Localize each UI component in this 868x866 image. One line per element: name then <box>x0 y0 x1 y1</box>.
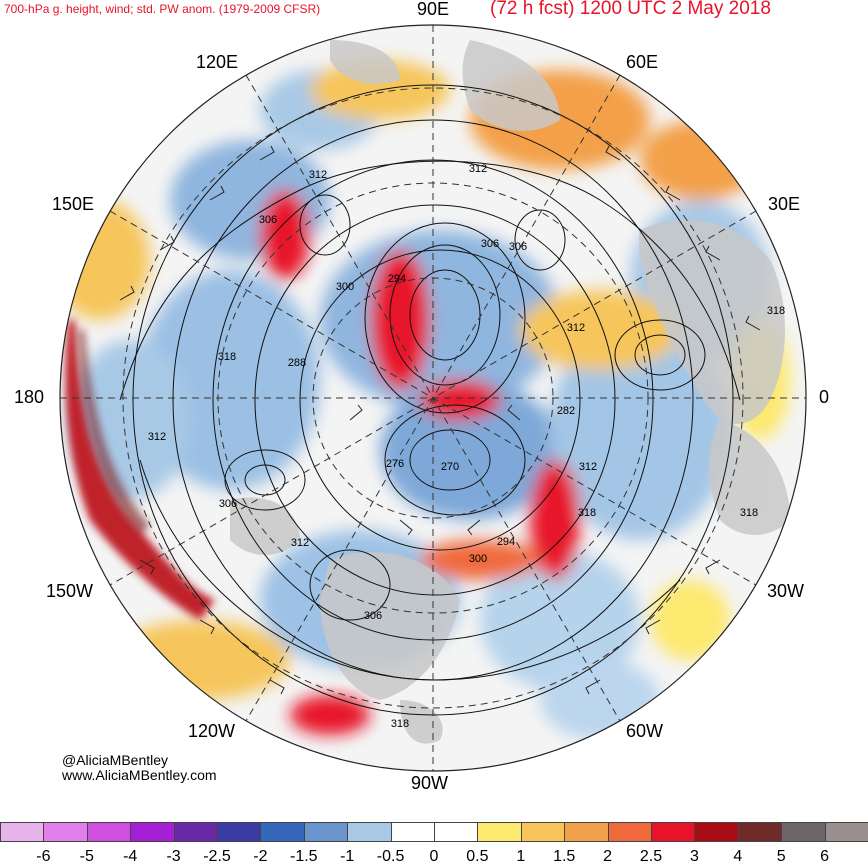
credit-handle: @AliciaMBentley <box>62 752 169 768</box>
lon-label-90e: 90E <box>417 0 450 19</box>
colorbar-swatch <box>0 822 45 842</box>
colorbar-label: -1.5 <box>290 848 318 865</box>
colorbar-label: 2 <box>603 848 613 865</box>
contour-label: 312 <box>291 537 309 549</box>
colorbar-label: 5 <box>776 848 786 865</box>
colorbar-label: 1.5 <box>553 848 576 865</box>
colorbar-swatch <box>564 822 609 842</box>
colorbar-swatch <box>217 822 262 842</box>
contour-label: 282 <box>557 405 575 417</box>
lon-label-120w: 120W <box>188 721 236 741</box>
colorbar-label: -1 <box>340 848 355 865</box>
map-border <box>59 24 807 772</box>
colorbar-swatch <box>173 822 218 842</box>
colorbar-label: 4 <box>733 848 743 865</box>
colorbar-label: -5 <box>79 848 94 865</box>
colorbar-swatch <box>434 822 479 842</box>
colorbar-label: 6 <box>820 848 830 865</box>
contour-label: 312 <box>579 461 597 473</box>
colorbar-swatch <box>477 822 522 842</box>
colorbar-swatch <box>86 822 132 842</box>
contour-label: 300 <box>336 281 354 293</box>
chart-title-right: (72 h fcst) 1200 UTC 2 May 2018 <box>490 0 771 19</box>
colorbar-swatch <box>520 822 566 842</box>
contour-label: 288 <box>288 357 306 369</box>
lon-label-60e: 60E <box>626 52 659 72</box>
colorbar-swatch <box>347 822 392 842</box>
colorbar-swatch <box>737 822 783 842</box>
colorbar-swatch <box>694 822 739 842</box>
contour-label: 276 <box>386 458 404 470</box>
colorbar <box>0 822 868 842</box>
colorbar-label: 0 <box>429 848 439 865</box>
colorbar-label: 0.5 <box>466 848 489 865</box>
chart-title-left: 700-hPa g. height, wind; std. PW anom. (… <box>4 2 321 16</box>
colorbar-swatch <box>43 822 88 842</box>
contour-label: 312 <box>309 169 327 181</box>
colorbar-swatch <box>607 822 652 842</box>
lon-label-120e: 120E <box>196 52 239 72</box>
graticule <box>60 25 806 771</box>
contour-labels: 312 306 306 300 294 306 312 318 288 318 312 282 276 2… <box>148 163 785 730</box>
colorbar-label: -2 <box>253 848 268 865</box>
contour-label: 318 <box>578 507 596 519</box>
colorbar-swatch <box>303 822 349 842</box>
colorbar-swatch <box>824 822 868 842</box>
lon-label-30e: 30E <box>768 194 801 214</box>
colorbar-label: -0.5 <box>376 848 405 865</box>
colorbar-label: 2.5 <box>639 848 663 865</box>
lon-label-90w: 90W <box>411 773 449 793</box>
lon-label-150e: 150E <box>52 194 95 214</box>
contour-label: 306 <box>481 238 499 250</box>
lon-label-150w: 150W <box>46 581 94 601</box>
colorbar-swatch <box>651 822 696 842</box>
colorbar-swatch <box>130 822 175 842</box>
colorbar-label: 3 <box>689 848 699 865</box>
contour-label: 300 <box>469 553 487 565</box>
contour-label: 306 <box>259 214 277 226</box>
contour-label: 270 <box>441 461 459 473</box>
colorbar-label: -6 <box>36 848 51 865</box>
contour-label: 312 <box>567 322 585 334</box>
contour-label: 306 <box>219 498 237 510</box>
contour-label: 294 <box>497 536 515 548</box>
colorbar-label: -4 <box>123 848 138 865</box>
contour-label: 318 <box>740 507 758 519</box>
colorbar-label: -2.5 <box>203 848 231 865</box>
contour-label: 318 <box>391 718 409 730</box>
colorbar-swatch <box>390 822 435 842</box>
lon-label-180: 180 <box>14 387 45 407</box>
contour-label: 306 <box>509 241 527 253</box>
contour-label: 318 <box>767 305 785 317</box>
colorbar-swatch <box>781 822 826 842</box>
lon-label-0: 0 <box>819 387 830 407</box>
lon-label-60w: 60W <box>626 721 664 741</box>
contour-label: 306 <box>364 610 382 622</box>
colorbar-label: 1 <box>516 848 526 865</box>
contour-label: 312 <box>469 163 487 175</box>
colorbar-label: -3 <box>166 848 181 865</box>
lon-label-30w: 30W <box>767 581 805 601</box>
credit-website: www.AliciaMBentley.com <box>62 767 217 783</box>
colorbar-swatch <box>260 822 305 842</box>
contour-label: 294 <box>388 273 406 285</box>
contour-label: 312 <box>148 431 166 443</box>
contour-label: 318 <box>218 351 236 363</box>
